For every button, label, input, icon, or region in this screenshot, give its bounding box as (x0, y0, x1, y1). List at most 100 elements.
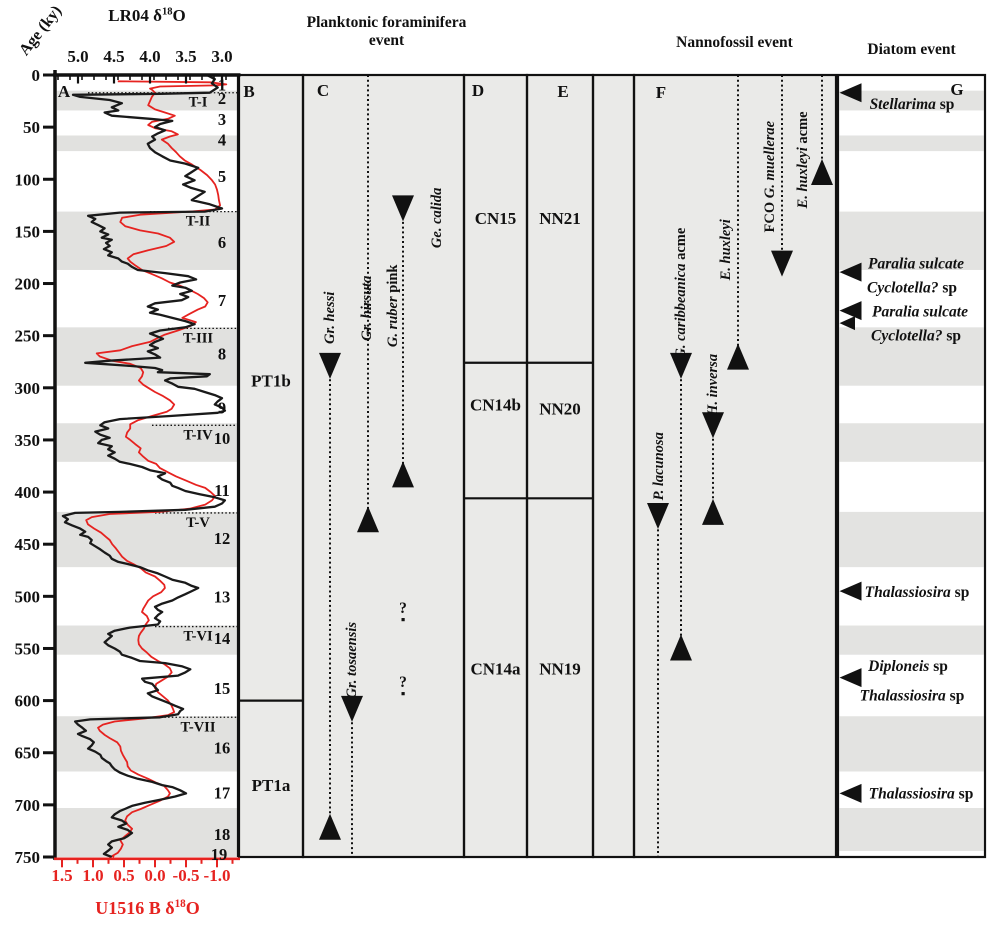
diatom-event-label: Cyclotella? sp (871, 328, 961, 345)
glacial-band-g (839, 423, 984, 462)
panel-f-border (632, 73, 838, 859)
nanno-event-label: H. inversa (705, 354, 721, 417)
stage-label-14: 14 (214, 629, 231, 648)
panel-letter-c: C (317, 81, 329, 100)
panel-letter-f: F (656, 83, 666, 102)
termination-label: T-II (186, 214, 211, 230)
nanno-event-label: FCO G. muellerae (762, 120, 778, 232)
glacial-band-g (839, 511, 984, 568)
zone-label-nn19: NN19 (539, 659, 581, 678)
glacial-band-a (56, 807, 238, 857)
u1516-title-sup: 18 (174, 898, 186, 910)
nannofossil-event-header: Nannofossil event (676, 34, 793, 51)
panel-b-bg (239, 75, 303, 857)
diatom-event-header: Diatom event (867, 41, 956, 58)
glacial-band-a (56, 211, 238, 270)
stage-label-2: 2 (218, 89, 226, 108)
age-tick-label: 450 (15, 535, 41, 554)
age-tick-label: 50 (23, 118, 40, 137)
lr04-tick-label: 4.0 (139, 47, 160, 66)
age-tick-label: 550 (15, 639, 41, 658)
nanno-event-label: G. caribbeanica acme (673, 227, 689, 358)
stage-label-8: 8 (218, 344, 226, 363)
panel-letter-g: G (950, 80, 963, 99)
diatom-event-label: Thalassiosira sp (860, 687, 965, 704)
glacial-band-g (839, 135, 984, 152)
lr04-curve (61, 73, 227, 859)
u1516-tick-label: -0.5 (173, 866, 200, 885)
glacial-band-g (839, 211, 984, 270)
diatom-event-triangle (839, 783, 862, 803)
age-tick-label: 600 (15, 692, 41, 711)
foram-event-top-triangle (341, 695, 363, 722)
u1516-title-text: U1516 B δ (95, 898, 175, 918)
lr04-tick-label: 5.0 (67, 47, 88, 66)
u1516-curve (85, 80, 228, 858)
diatom-event-label: Paralia sulcate (872, 304, 968, 321)
panel-e-bg (527, 75, 593, 857)
zone-label-pt1b: PT1b (251, 372, 291, 391)
diatom-event-triangle (839, 83, 862, 103)
age-tick-label: 500 (15, 587, 41, 606)
stage-label-3: 3 (218, 110, 226, 129)
uncertain-occurrence-mark: ? (399, 600, 407, 617)
panel-g-border (836, 73, 987, 859)
diatom-event-triangle (839, 668, 862, 688)
age-tick-label: 300 (15, 379, 41, 398)
nanno-event-bottom-triangle (811, 159, 833, 186)
stage-label-16: 16 (214, 739, 231, 758)
u1516-tick-label: 0.0 (144, 866, 165, 885)
age-tick-label: 200 (15, 275, 41, 294)
glacial-band-a (56, 423, 238, 462)
panel-d-bg (464, 75, 527, 857)
age-tick-label: 100 (15, 170, 41, 189)
diatom-event-label: Paralia sulcate (868, 256, 964, 273)
stage-label-18: 18 (214, 825, 231, 844)
stage-label-15: 15 (214, 679, 231, 698)
stage-label-4: 4 (218, 131, 226, 150)
zone-label-pt1a: PT1a (252, 776, 291, 795)
stage-label-9: 9 (218, 399, 226, 418)
termination-label: T-VII (181, 719, 216, 735)
stage-label-6: 6 (218, 233, 226, 252)
foram-event-label: Gr. hessi (322, 292, 338, 344)
age-tick-label: 400 (15, 483, 41, 502)
glacial-band-g (839, 90, 984, 111)
termination-label: T-VI (183, 629, 213, 645)
zone-label-cn14b: CN14b (470, 395, 521, 414)
nanno-event-label: P. lacunosa (651, 432, 667, 500)
nanno-event-top-triangle (702, 412, 724, 439)
nanno-event-bottom-triangle (670, 634, 692, 661)
diatom-event-triangle (839, 316, 855, 331)
planktonic-header-line1: Planktonic foraminifera (306, 14, 467, 31)
foram-event-top-triangle (319, 352, 341, 379)
diatom-event-label: Diploneis sp (867, 658, 948, 675)
foram-event-label: G. ruber pink (385, 264, 401, 348)
zone-label-nn20: NN20 (539, 400, 581, 419)
uncertain-occurrence-dot (401, 618, 405, 622)
nanno-event-label: E. huxleyi (718, 219, 734, 281)
u1516-tick-label: -1.0 (204, 866, 231, 885)
glacial-band-a (56, 625, 238, 655)
age-tick-label: 250 (15, 327, 41, 346)
stage-label-5: 5 (218, 167, 226, 186)
stage-label-17: 17 (214, 783, 231, 802)
planktonic-header-line2: event (368, 32, 405, 49)
nanno-event-bottom-triangle (771, 250, 793, 277)
panel-letter-a: A (58, 82, 71, 101)
diatom-event-triangle (839, 581, 862, 601)
lr04-tick-label: 4.5 (103, 47, 124, 66)
foram-event-label: Ge. calida (429, 188, 445, 248)
panel-letter-d: D (472, 81, 484, 100)
stage-label-10: 10 (214, 429, 231, 448)
age-tick-label: 750 (15, 848, 41, 867)
panel-f-bg (634, 75, 836, 857)
diatom-event-label: Thalassiosira sp (865, 584, 970, 601)
age-tick-label: 650 (15, 744, 41, 763)
u1516-title-suffix: O (185, 898, 200, 918)
foram-event-bottom-triangle (392, 461, 414, 488)
diatom-event-label: Thalassiosira sp (869, 785, 974, 802)
nanno-event-bottom-triangle (727, 343, 749, 370)
diatom-event-label: Stellarima sp (870, 96, 955, 113)
